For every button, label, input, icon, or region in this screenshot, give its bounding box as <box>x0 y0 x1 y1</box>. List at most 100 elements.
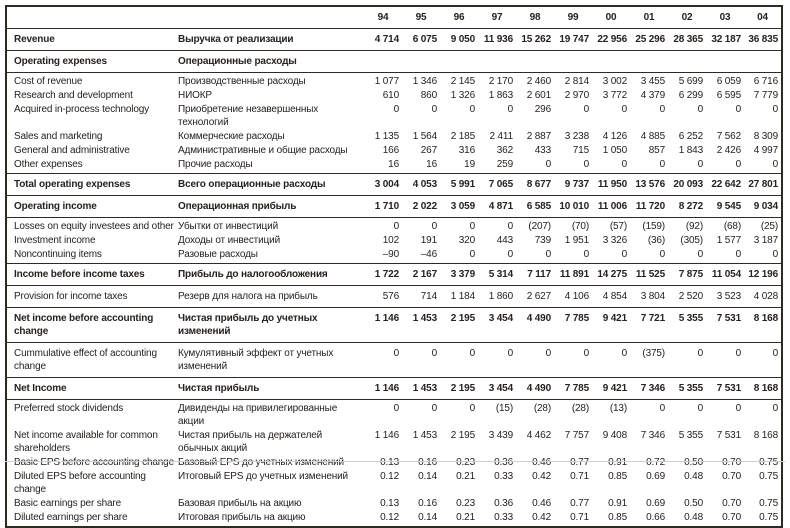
row-label-ru: Административные и общие расходы <box>178 145 348 156</box>
value-cell: 1 184 <box>450 291 475 302</box>
value-cell: 22 956 <box>597 34 627 45</box>
table-section: Revenue Выручка от реализации 4 714 6 075 9 … <box>6 28 782 51</box>
value-cell: 11 006 <box>597 201 627 212</box>
value-cell: 0 <box>735 249 742 260</box>
value-cell: 6 716 <box>753 76 778 87</box>
value-cell: 714 <box>420 291 437 302</box>
value-cell: 0 <box>431 403 438 414</box>
value-cell: 0 <box>469 249 476 260</box>
value-cell: 2 195 <box>450 430 475 441</box>
row-label-ru: Чистая прибыль на держателей обычных акц… <box>178 430 323 454</box>
value-cell: 0.71 <box>570 512 589 523</box>
value-cell: 0.36 <box>494 498 513 509</box>
value-cell: 0 <box>772 249 779 260</box>
value-cell: 11 950 <box>597 179 627 190</box>
value-cell: 8 272 <box>678 201 703 212</box>
value-cell: 2 185 <box>450 131 475 142</box>
value-cell: 2 887 <box>526 131 551 142</box>
value-cell: 15 262 <box>521 34 551 45</box>
table-row: Revenue Выручка от реализации 4 714 6 075 9 … <box>6 29 782 51</box>
value-cell: 2 411 <box>489 131 513 142</box>
value-cell: 2 970 <box>564 90 589 101</box>
value-cell: 191 <box>420 235 437 246</box>
row-label-ru: Доходы от инвестиций <box>178 235 281 246</box>
row-label-en: Preferred stock dividends <box>14 403 124 414</box>
value-cell: 0 <box>621 104 628 115</box>
value-cell: 11 720 <box>635 201 665 212</box>
value-cell: 7 346 <box>640 430 665 441</box>
value-cell: 443 <box>496 235 513 246</box>
value-cell: 1 577 <box>716 235 741 246</box>
value-cell: (92) <box>685 221 703 232</box>
table-row: Total operating expenses Всего операционн… <box>6 174 782 196</box>
value-cell: 5 355 <box>678 383 703 394</box>
value-cell: 6 059 <box>716 76 741 87</box>
value-cell: 1 453 <box>412 313 437 324</box>
value-cell: 860 <box>420 90 437 101</box>
year-header-row: 94 95 96 97 98 99 00 01 02 03 04 <box>6 6 782 29</box>
value-cell: (68) <box>723 221 741 232</box>
value-cell: 0 <box>583 104 590 115</box>
row-label-ru: Дивиденды на привилегированные акции <box>178 403 338 427</box>
page-scan-edge <box>5 461 785 462</box>
value-cell: 0 <box>772 159 779 170</box>
value-cell: 0.85 <box>608 512 627 523</box>
value-cell: 0 <box>507 249 514 260</box>
row-label-en: Net Income <box>14 383 67 394</box>
value-cell: 857 <box>648 145 665 156</box>
value-cell: 0 <box>659 249 666 260</box>
value-cell: 0.69 <box>646 498 665 509</box>
row-label-ru: Итоговая прибыль на акцию <box>178 512 306 523</box>
table-row: Operating expenses Операционные расходы <box>6 51 782 73</box>
value-cell: 0.50 <box>684 457 703 468</box>
value-cell: 0 <box>393 104 400 115</box>
row-label-en: Income before income taxes <box>14 269 145 280</box>
value-cell: 0.36 <box>494 457 513 468</box>
value-cell: 1 146 <box>374 313 399 324</box>
value-cell: 0.50 <box>684 498 703 509</box>
value-cell: 0 <box>697 159 704 170</box>
row-label-en: Revenue <box>14 34 55 45</box>
table-row: Sales and marketing Коммерческие расходы 1… <box>6 130 782 144</box>
value-cell: 7 875 <box>678 269 703 280</box>
value-cell: 0 <box>735 159 742 170</box>
value-cell: 2 195 <box>450 383 475 394</box>
row-label-ru: Кумулятивный эффект от учетных изменений <box>178 348 334 372</box>
value-cell: 4 462 <box>526 430 551 441</box>
value-cell: 4 490 <box>526 313 551 324</box>
value-cell: 0.42 <box>532 512 551 523</box>
value-cell: (70) <box>571 221 589 232</box>
row-label-ru: Коммерческие расходы <box>178 131 285 142</box>
value-cell: (36) <box>647 235 665 246</box>
row-label-en: Cummulative effect of accounting change <box>14 348 157 372</box>
value-cell: 0.91 <box>608 457 627 468</box>
row-label-ru: Операционные расходы <box>178 56 297 67</box>
value-cell: (15) <box>495 403 513 414</box>
value-cell: 0 <box>621 159 628 170</box>
table-section: Provision for income taxes Резерв для нал… <box>6 285 782 308</box>
value-cell <box>402 51 440 73</box>
value-cell: 0.75 <box>759 498 778 509</box>
value-cell: (13) <box>609 403 627 414</box>
value-cell: 0.70 <box>722 471 741 482</box>
table-row: Cost of revenue Производственные расходы 1… <box>6 73 782 89</box>
value-cell: 0 <box>507 348 514 359</box>
value-cell: 11 891 <box>559 269 589 280</box>
year-column-header: 03 <box>719 12 731 23</box>
value-cell: 3 454 <box>488 383 513 394</box>
value-cell: 0 <box>545 159 552 170</box>
table-row: Net Income Чистая прибыль 1 146 1 453 2 195 3… <box>6 378 782 400</box>
value-cell: 166 <box>382 145 399 156</box>
value-cell: (25) <box>760 221 778 232</box>
table-row: Net income before accounting change Чиста… <box>6 308 782 343</box>
table-section: Income before income taxes Прибыль до нал… <box>6 263 782 286</box>
value-cell: 362 <box>496 145 513 156</box>
value-cell: (28) <box>533 403 551 414</box>
year-column-header: 95 <box>415 12 427 23</box>
value-cell: 259 <box>496 159 513 170</box>
header-label-ru-cell <box>178 6 364 29</box>
value-cell: 0 <box>621 348 628 359</box>
table-row: Net income available for common sharehol… <box>6 429 782 456</box>
year-column-header: 00 <box>605 12 617 23</box>
row-label-en: Operating expenses <box>14 56 107 67</box>
